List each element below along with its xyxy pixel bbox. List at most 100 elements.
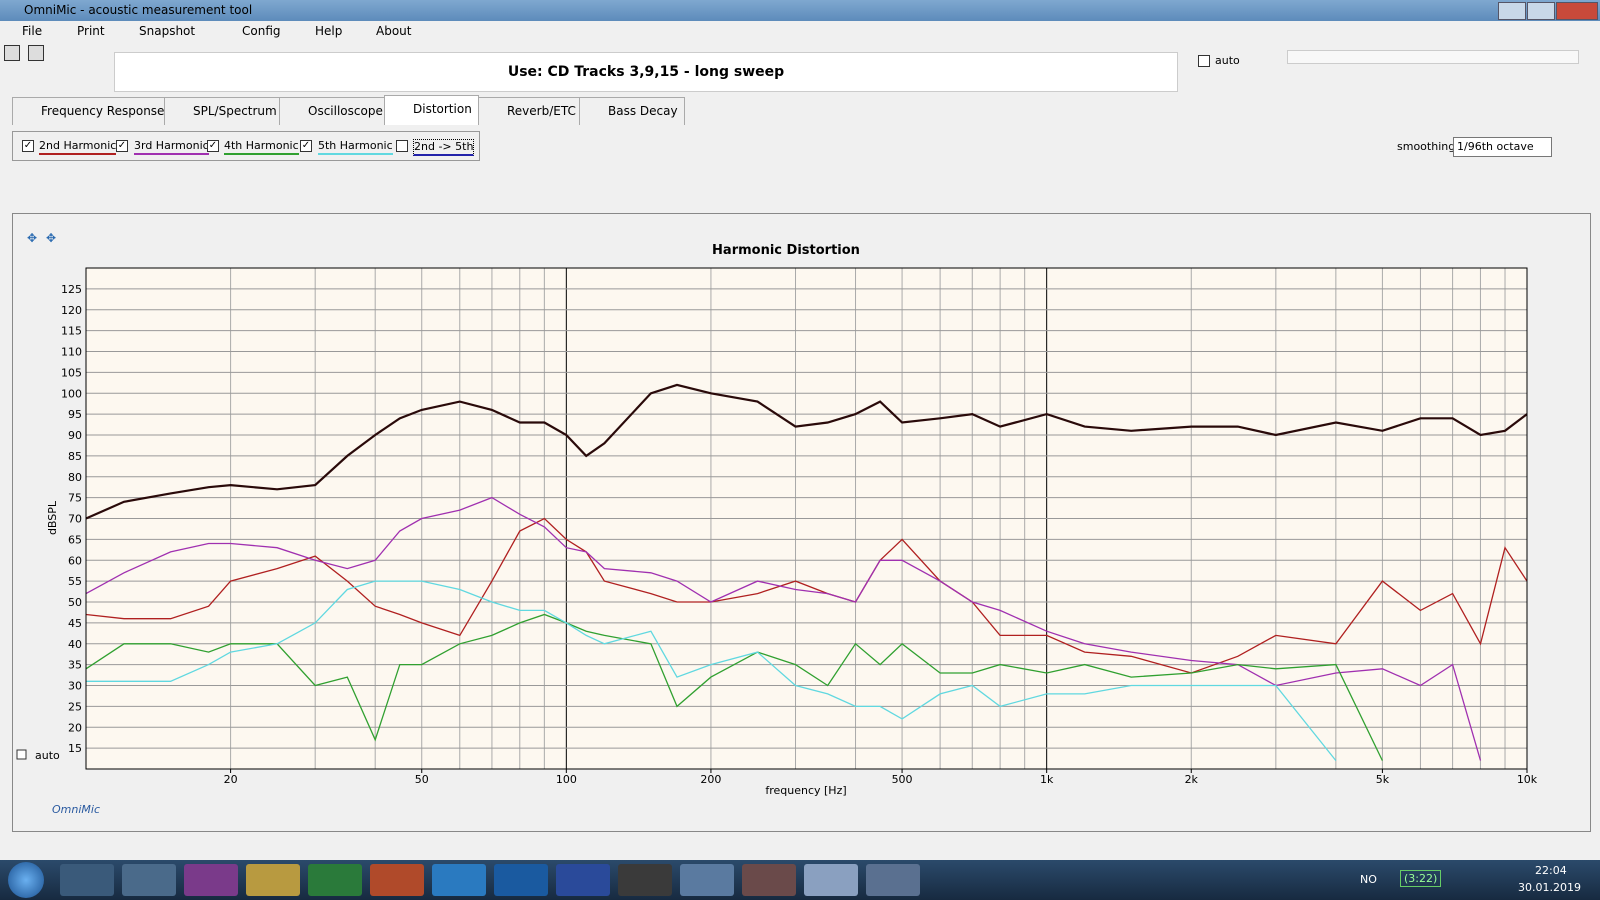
y-tick-label: 30 (68, 680, 82, 693)
pause-button[interactable] (4, 45, 20, 61)
language-indicator[interactable]: NO (1360, 873, 1377, 886)
y-tick-label: 125 (61, 283, 82, 296)
chart: ✥ ✥ Harmonic Distortion frequency [Hz] d… (16, 231, 1538, 816)
tab[interactable]: Oscilloscope (279, 97, 390, 125)
battery-timer[interactable]: (3:22) (1400, 870, 1442, 887)
x-tick-label: 100 (556, 773, 577, 786)
tab[interactable]: Frequency Response (12, 97, 172, 125)
minimize-button[interactable] (1498, 2, 1526, 20)
x-tick-label: 20 (224, 773, 238, 786)
checkbox[interactable]: ✓ (22, 140, 34, 152)
chart-title: Harmonic Distortion (712, 243, 860, 258)
close-button[interactable] (1556, 2, 1598, 20)
x-tick-label: 500 (892, 773, 913, 786)
maximize-button[interactable] (1527, 2, 1555, 20)
series-line (85, 613, 1383, 761)
menu-config[interactable]: Config (242, 24, 281, 38)
chart-auto-checkbox[interactable] (16, 749, 27, 760)
chart-auto-label: auto (35, 749, 60, 762)
checkbox[interactable]: ✓ (300, 140, 312, 152)
taskbar-app[interactable] (60, 864, 114, 896)
taskbar-app[interactable] (184, 864, 238, 896)
y-tick-label: 100 (61, 387, 82, 400)
y-tick-label: 55 (68, 575, 82, 588)
taskbar-app[interactable] (618, 864, 672, 896)
y-tick-label: 25 (68, 700, 82, 713)
legend-entry[interactable]: 3rd Harmonic (134, 139, 209, 155)
tab[interactable]: SPL/Spectrum (164, 97, 284, 125)
y-tick-label: 85 (68, 450, 82, 463)
legend-entry[interactable]: 2nd Harmonic (39, 139, 117, 155)
taskbar-app[interactable] (494, 864, 548, 896)
series-line (86, 580, 1337, 762)
taskbar-app[interactable] (680, 864, 734, 896)
y-tick-label: 35 (68, 659, 82, 672)
menu-help[interactable]: Help (315, 24, 343, 38)
taskbar-app-active[interactable] (804, 864, 858, 896)
legend-entry[interactable]: 5th Harmonic (318, 139, 393, 155)
menu-about[interactable]: About (376, 24, 412, 38)
y-tick-label: 40 (68, 638, 82, 651)
x-tick-label: 1k (1040, 773, 1054, 786)
y-tick-label: 15 (68, 742, 82, 755)
level-slider[interactable] (1287, 50, 1579, 64)
zoom-icon[interactable]: ✥ (27, 231, 37, 245)
menu-snapshot[interactable]: Snapshot (139, 24, 196, 38)
x-tick-label: 200 (700, 773, 721, 786)
smoothing-label: smoothing (1397, 140, 1456, 153)
auto-checkbox[interactable] (1198, 55, 1210, 67)
legend-entry[interactable]: 4th Harmonic (224, 139, 299, 155)
x-tick-label: 50 (415, 773, 429, 786)
zoom-icon[interactable]: ✥ (46, 231, 56, 245)
x-tick-label: 5k (1376, 773, 1390, 786)
y-tick-label: 70 (68, 513, 82, 526)
instruction: Use: CD Tracks 3,9,15 - long sweep (114, 52, 1178, 92)
checkbox[interactable] (396, 140, 408, 152)
taskbar-app[interactable] (556, 864, 610, 896)
y-tick-label: 50 (68, 596, 82, 609)
y-tick-label: 60 (68, 554, 82, 567)
checkbox[interactable]: ✓ (116, 140, 128, 152)
taskbar-app[interactable] (122, 864, 176, 896)
taskbar-app[interactable] (370, 864, 424, 896)
y-tick-label: 65 (68, 533, 82, 546)
y-tick-label: 45 (68, 617, 82, 630)
plot-border (85, 267, 1528, 770)
menu-file[interactable]: File (22, 24, 43, 38)
range-option[interactable]: 2nd -> 5th (413, 139, 475, 156)
window-title: OmniMic - acoustic measurement tool (24, 3, 253, 17)
series-line (85, 496, 1482, 761)
title-bar: OmniMic - acoustic measurement tool (0, 0, 1600, 21)
y-axis-label: dBSPL (46, 500, 59, 535)
x-tick-label: 2k (1185, 773, 1199, 786)
taskbar-app[interactable] (246, 864, 300, 896)
y-tick-label: 115 (61, 325, 82, 338)
y-tick-label: 90 (68, 429, 82, 442)
taskbar-app[interactable] (432, 864, 486, 896)
auto-label: auto (1215, 54, 1240, 67)
tab[interactable]: Reverb/ETC (478, 97, 583, 125)
checkbox[interactable]: ✓ (207, 140, 219, 152)
series-line (85, 517, 1528, 674)
tab-active[interactable]: Distortion (384, 95, 479, 125)
tab[interactable]: Bass Decay (579, 97, 685, 125)
x-axis-label: frequency [Hz] (765, 784, 846, 797)
smoothing-dropdown[interactable]: 1/96th octave (1453, 137, 1552, 157)
taskbar-app[interactable] (866, 864, 920, 896)
y-tick-label: 20 (68, 721, 82, 734)
y-tick-label: 80 (68, 471, 82, 484)
play-button[interactable] (28, 45, 44, 61)
brand-label: OmniMic (52, 803, 100, 816)
taskbar: NO (3:22) 22:04 30.01.2019 (0, 860, 1600, 900)
clock-date[interactable]: 30.01.2019 (1518, 881, 1581, 894)
clock-time[interactable]: 22:04 (1535, 864, 1567, 877)
series-line (85, 383, 1528, 520)
taskbar-app[interactable] (308, 864, 362, 896)
y-tick-label: 75 (68, 492, 82, 505)
start-button[interactable] (8, 862, 44, 898)
taskbar-app[interactable] (742, 864, 796, 896)
y-tick-label: 120 (61, 304, 82, 317)
menu-print[interactable]: Print (77, 24, 105, 38)
x-tick-label: 10k (1517, 773, 1538, 786)
